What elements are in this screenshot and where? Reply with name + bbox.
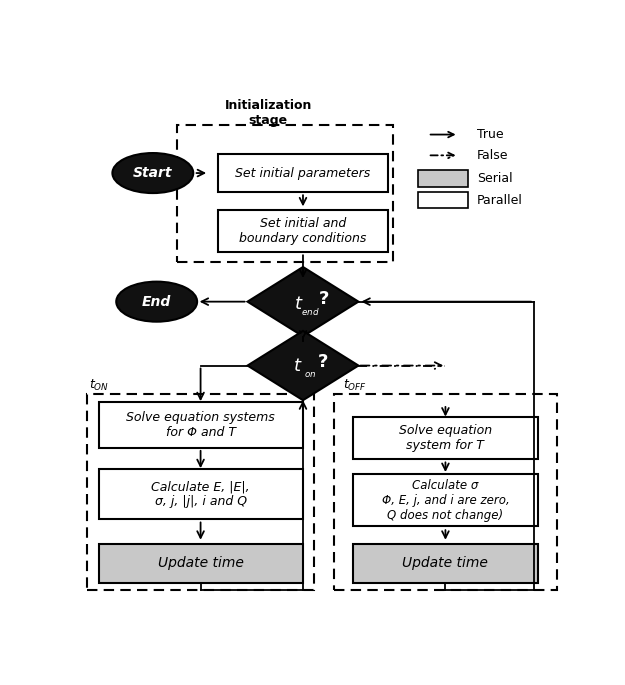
- Bar: [99, 544, 302, 583]
- Ellipse shape: [112, 153, 193, 193]
- Text: Set initial and
boundary conditions: Set initial and boundary conditions: [239, 217, 367, 245]
- Bar: [177, 125, 393, 262]
- Polygon shape: [248, 331, 358, 400]
- Text: Parallel: Parallel: [477, 193, 523, 206]
- Text: Initialization
stage: Initialization stage: [224, 99, 312, 127]
- Text: Serial: Serial: [477, 172, 512, 185]
- Bar: [87, 394, 314, 590]
- Text: $t_{ON}$: $t_{ON}$: [89, 377, 109, 393]
- Bar: [99, 469, 302, 519]
- Text: $_{on}$: $_{on}$: [304, 366, 316, 379]
- Text: $t$: $t$: [292, 358, 302, 375]
- Text: Solve equation
system for T: Solve equation system for T: [399, 424, 492, 452]
- Bar: [99, 401, 302, 448]
- Bar: [418, 192, 468, 208]
- Bar: [353, 544, 538, 583]
- Text: Start: Start: [133, 166, 172, 180]
- Bar: [353, 416, 538, 459]
- Text: End: End: [142, 295, 171, 309]
- Bar: [353, 474, 538, 527]
- Text: Solve equation systems
for Φ and T: Solve equation systems for Φ and T: [126, 411, 275, 439]
- Text: ?: ?: [318, 353, 328, 371]
- Text: $t$: $t$: [294, 295, 303, 313]
- Text: Set initial parameters: Set initial parameters: [236, 166, 371, 179]
- Polygon shape: [248, 267, 358, 336]
- Bar: [218, 154, 388, 192]
- Text: ?: ?: [319, 290, 329, 308]
- Text: False: False: [477, 149, 509, 162]
- Text: Calculate σ
Φ, E, j, and i are zero,
Q does not change): Calculate σ Φ, E, j, and i are zero, Q d…: [381, 479, 509, 522]
- Text: Update time: Update time: [402, 556, 488, 571]
- Bar: [418, 170, 468, 187]
- Text: True: True: [477, 128, 504, 141]
- Bar: [218, 210, 388, 252]
- Ellipse shape: [116, 282, 197, 322]
- Text: Calculate E, |E|,
σ, j, |j|, i and Q: Calculate E, |E|, σ, j, |j|, i and Q: [151, 480, 250, 508]
- Bar: [334, 394, 557, 590]
- Text: $_{end}$: $_{end}$: [301, 303, 319, 316]
- Text: Update time: Update time: [158, 556, 244, 571]
- Text: $t_{OFF}$: $t_{OFF}$: [343, 377, 367, 393]
